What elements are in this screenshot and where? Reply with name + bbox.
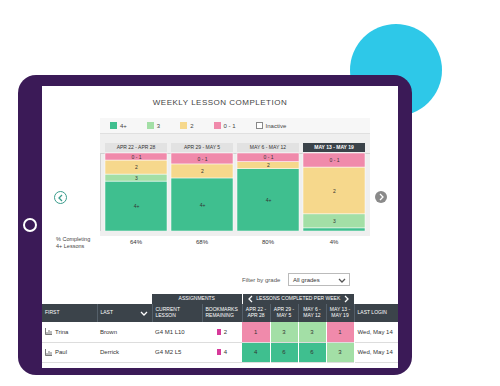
html-text:6: 6	[310, 349, 314, 355]
html-text:All grades: All grades	[293, 276, 320, 283]
html-text:LAST: LAST	[100, 309, 113, 316]
html-text:G4 M2 L5: G4 M2 L5	[155, 349, 182, 355]
html-text:3: 3	[282, 328, 286, 335]
html-text:% Completing 4+ Lessons: % Completing 4+ Lessons	[56, 236, 91, 249]
html-text:FIRST: FIRST	[45, 309, 60, 316]
html-text:Wed, May 14: Wed, May 14	[357, 328, 393, 335]
html-text:4: 4	[223, 349, 228, 355]
html-text:3: 3	[310, 328, 314, 335]
svg-text:0 - 1: 0 - 1	[329, 157, 339, 163]
html-text:80%: 80%	[262, 239, 274, 245]
html-text:Derrick: Derrick	[100, 349, 119, 355]
html-text:LESSONS COMPLETED PER WEEK: LESSONS COMPLETED PER WEEK	[256, 295, 341, 302]
html-text:4%: 4%	[329, 239, 339, 245]
html-text:2: 2	[190, 122, 194, 129]
html-text:2: 2	[223, 328, 228, 335]
html-text:APR 29 - MAY 5: APR 29 - MAY 5	[183, 144, 221, 150]
html-text:MAY 6 - MAY 12: MAY 6 - MAY 12	[303, 306, 321, 318]
html-text:MAY 13 - MAY 19: MAY 13 - MAY 19	[329, 306, 351, 318]
html-text:WEEKLY LESSON COMPLETION: WEEKLY LESSON COMPLETION	[152, 98, 288, 107]
html-text:Filter by grade: Filter by grade	[242, 277, 281, 283]
html-text:4: 4	[254, 349, 258, 355]
html-text:64%: 64%	[130, 239, 142, 245]
html-text:APR 22 - APR 28: APR 22 - APR 28	[245, 306, 267, 318]
svg-text:4+: 4+	[200, 202, 206, 208]
html-text:3: 3	[338, 349, 342, 355]
html-text:ASSIGNMENTS: ASSIGNMENTS	[178, 295, 215, 302]
html-text:68%: 68%	[196, 239, 208, 245]
html-text:MAY 6 - MAY 12: MAY 6 - MAY 12	[249, 144, 287, 150]
html-text:APR 29 - MAY 5: APR 29 - MAY 5	[273, 306, 295, 318]
svg-text:2: 2	[333, 188, 336, 194]
html-text:CURRENT LESSON: CURRENT LESSON	[155, 306, 180, 318]
svg-text:4+: 4+	[266, 197, 272, 203]
html-text:LAST LOGIN: LAST LOGIN	[357, 309, 387, 316]
svg-text:3: 3	[333, 218, 336, 224]
svg-text:0 - 1: 0 - 1	[131, 154, 141, 160]
svg-text:0 - 1: 0 - 1	[197, 156, 207, 162]
html-text:0 - 1: 0 - 1	[223, 122, 236, 129]
html-text:6: 6	[282, 349, 286, 355]
svg-text:4+: 4+	[134, 203, 140, 209]
html-text:Brown: Brown	[100, 328, 117, 335]
svg-text:0 - 1: 0 - 1	[263, 154, 273, 160]
html-text:Inactive: Inactive	[265, 122, 287, 129]
html-text:Wed, May 14: Wed, May 14	[357, 349, 393, 355]
html-text:1: 1	[254, 328, 258, 335]
svg-text:2: 2	[201, 168, 204, 174]
html-text:Paul: Paul	[55, 349, 67, 355]
html-text:4+: 4+	[120, 122, 127, 129]
html-text:1: 1	[338, 328, 342, 335]
svg-text:2: 2	[135, 164, 138, 170]
html-text:BOOKMARKS REMAINING: BOOKMARKS REMAINING	[205, 306, 238, 318]
html-text:APR 22 - APR 28: APR 22 - APR 28	[116, 144, 156, 150]
html-text:MAY 13 - MAY 19: MAY 13 - MAY 19	[314, 144, 354, 150]
html-text:G4 M1 L10: G4 M1 L10	[155, 328, 185, 335]
svg-text:3: 3	[135, 175, 138, 181]
html-text:Trina: Trina	[55, 328, 69, 335]
svg-text:2: 2	[267, 162, 270, 168]
html-text:3: 3	[156, 122, 161, 129]
